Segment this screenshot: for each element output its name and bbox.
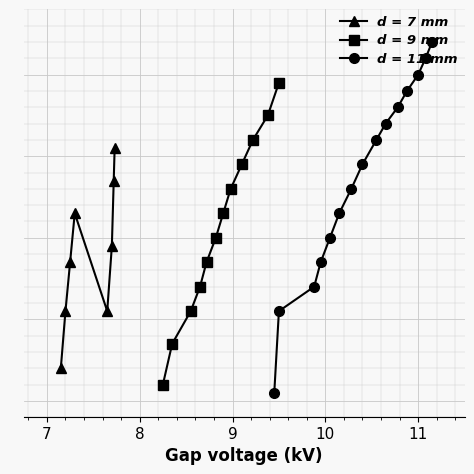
d = 7 mm (109, 243, 115, 249)
d = 7 mm (63, 308, 68, 314)
d = 9 mm (160, 382, 166, 387)
d = 9 mm (204, 259, 210, 265)
d = 7 mm (67, 259, 73, 265)
d = 11 mm (429, 39, 435, 45)
d = 11 mm (360, 162, 365, 167)
d = 11 mm (423, 55, 428, 61)
d = 11 mm (318, 259, 324, 265)
Legend: d = 7 mm, d = 9 mm, d = 11 mm: d = 7 mm, d = 9 mm, d = 11 mm (335, 11, 463, 71)
d = 7 mm (111, 178, 117, 183)
Line: d = 11 mm: d = 11 mm (269, 37, 437, 398)
Line: d = 9 mm: d = 9 mm (158, 78, 284, 389)
d = 9 mm (220, 210, 226, 216)
d = 11 mm (395, 104, 401, 110)
d = 9 mm (228, 186, 234, 191)
d = 7 mm (72, 210, 78, 216)
d = 7 mm (112, 145, 118, 151)
d = 11 mm (327, 235, 333, 241)
d = 9 mm (239, 162, 245, 167)
d = 9 mm (250, 137, 256, 143)
d = 9 mm (213, 235, 219, 241)
d = 11 mm (404, 88, 410, 94)
d = 11 mm (337, 210, 342, 216)
d = 9 mm (169, 341, 175, 346)
d = 11 mm (374, 137, 379, 143)
d = 11 mm (383, 121, 389, 127)
d = 11 mm (272, 390, 277, 395)
d = 9 mm (188, 308, 193, 314)
X-axis label: Gap voltage (kV): Gap voltage (kV) (165, 447, 323, 465)
d = 11 mm (311, 284, 317, 290)
d = 11 mm (348, 186, 354, 191)
d = 11 mm (415, 72, 421, 78)
d = 9 mm (197, 284, 203, 290)
d = 9 mm (265, 113, 271, 118)
d = 9 mm (276, 80, 282, 86)
d = 7 mm (58, 365, 64, 371)
d = 11 mm (276, 308, 282, 314)
d = 7 mm (104, 308, 110, 314)
Line: d = 7 mm: d = 7 mm (56, 143, 119, 373)
